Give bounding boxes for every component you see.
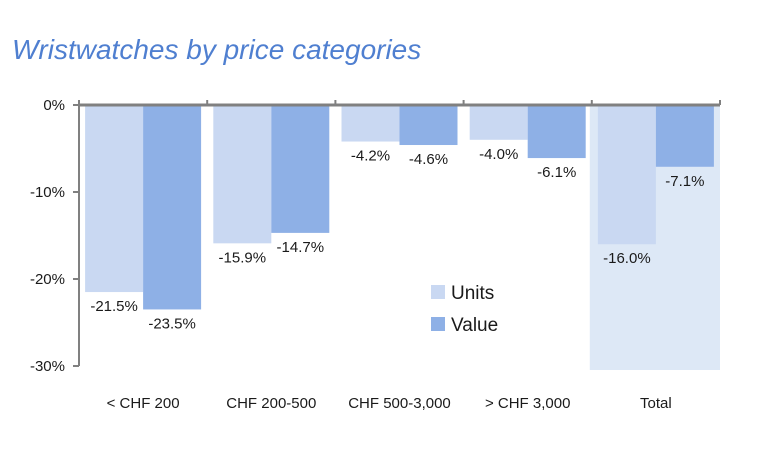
x-tick-label: Total xyxy=(640,395,672,412)
bar-value-1 xyxy=(271,105,330,233)
legend-label-units: Units xyxy=(451,283,494,304)
bar-value-4 xyxy=(655,105,714,167)
data-label-value: -23.5% xyxy=(148,315,196,332)
data-label-value: -6.1% xyxy=(537,164,576,181)
data-label-units: -15.9% xyxy=(219,249,267,266)
bar-units-1 xyxy=(213,105,272,244)
y-tick-label: 0% xyxy=(43,97,65,114)
bar-value-2 xyxy=(399,105,458,146)
y-tick-label: -20% xyxy=(30,271,65,288)
data-label-units: -4.0% xyxy=(479,146,518,163)
data-label-value: -14.7% xyxy=(277,239,325,256)
data-label-value: -4.6% xyxy=(409,151,448,168)
data-label-units: -4.2% xyxy=(351,148,390,165)
bar-value-0 xyxy=(143,105,202,310)
x-tick-label: CHF 200-500 xyxy=(226,395,316,412)
data-label-units: -21.5% xyxy=(90,298,138,315)
bar-value-3 xyxy=(527,105,586,159)
x-tick-label: > CHF 3,000 xyxy=(485,395,570,412)
bar-units-0 xyxy=(85,105,144,293)
legend-label-value: Value xyxy=(451,315,498,336)
data-label-units: -16.0% xyxy=(603,250,651,267)
data-label-value: -7.1% xyxy=(665,173,704,190)
bar-units-2 xyxy=(341,105,400,142)
chart-title: Wristwatches by price categories xyxy=(12,34,422,65)
y-tick-label: -30% xyxy=(30,358,65,375)
legend-swatch-value xyxy=(431,317,445,331)
y-tick-label: -10% xyxy=(30,184,65,201)
x-tick-label: < CHF 200 xyxy=(107,395,180,412)
bar-units-3 xyxy=(469,105,528,140)
legend-swatch-units xyxy=(431,285,445,299)
x-tick-label: CHF 500-3,000 xyxy=(348,395,451,412)
bar-units-4 xyxy=(597,105,656,245)
